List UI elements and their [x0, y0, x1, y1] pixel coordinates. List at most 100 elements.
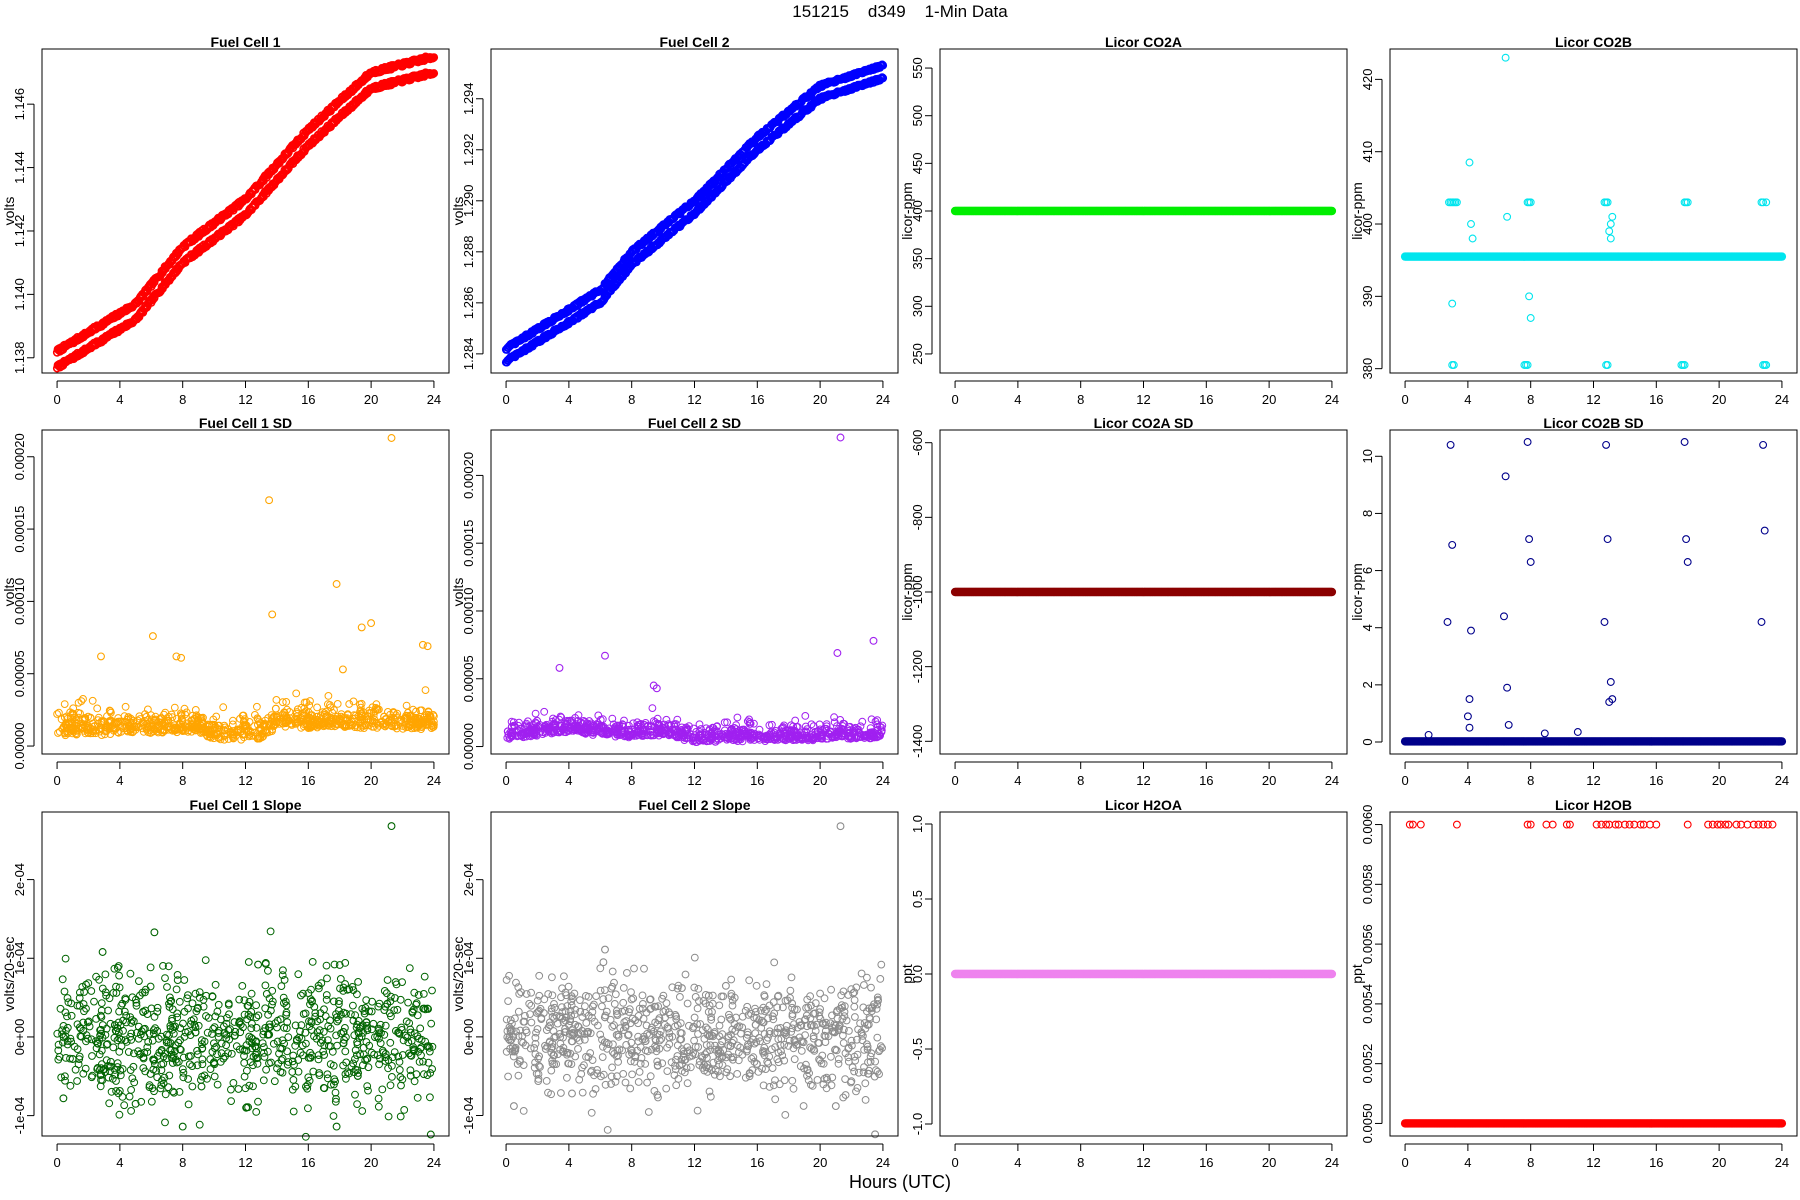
- data-point: [324, 692, 333, 700]
- y-tick-label: 1.290: [461, 185, 476, 218]
- data-point: [60, 700, 69, 708]
- plot-frame: [41, 48, 450, 374]
- x-tick-label: 20: [364, 392, 378, 407]
- x-tick-label: 8: [1077, 392, 1084, 407]
- x-tick-label: 8: [179, 392, 186, 407]
- x-tick-label: 8: [628, 773, 635, 788]
- x-tick-label: 8: [628, 392, 635, 407]
- data-point: [148, 632, 157, 641]
- data-point: [93, 704, 102, 713]
- data-point: [1468, 234, 1477, 243]
- data-point: [177, 653, 186, 662]
- data-point: [421, 686, 430, 694]
- data-point: [219, 703, 228, 712]
- y-tick-label: 450: [910, 153, 925, 175]
- x-tick-label: 4: [116, 773, 123, 788]
- data-point: [272, 696, 281, 704]
- data-point: [555, 663, 564, 672]
- data-point: [1605, 227, 1614, 236]
- data-point: [268, 610, 277, 619]
- data-point: [429, 53, 439, 62]
- panel-title: Licor CO2B: [1555, 34, 1632, 50]
- x-axis: 0 4 8 12 16 20 24: [502, 761, 890, 788]
- plot-frame: [1389, 48, 1798, 374]
- x-tick-label: 20: [813, 392, 827, 407]
- x-tick-label: 4: [565, 773, 572, 788]
- data-point: [172, 652, 181, 661]
- data-points: [950, 206, 1337, 216]
- x-tick-label: 20: [1712, 392, 1726, 407]
- x-tick-label: 0: [1401, 392, 1408, 407]
- data-point: [1501, 53, 1510, 62]
- y-tick-label: 0.00015: [12, 506, 27, 553]
- x-tick-label: 4: [565, 392, 572, 407]
- x-tick-label: 24: [876, 392, 890, 407]
- y-tick-label: 0.00010: [12, 578, 27, 625]
- data-point: [1525, 292, 1534, 301]
- data-point: [869, 636, 878, 645]
- x-tick-label: 12: [687, 392, 701, 407]
- data-point: [170, 703, 179, 712]
- x-axis: 0 4 8 12 16 20 24: [53, 761, 441, 788]
- x-axis: 0 4 8 12 16 20 24: [53, 380, 441, 407]
- x-tick-label: 8: [1527, 392, 1534, 407]
- y-tick-label: 390: [1360, 285, 1375, 307]
- data-point: [271, 704, 280, 713]
- data-point: [402, 701, 411, 710]
- y-tick-label: 0.00000: [461, 723, 476, 770]
- data-point: [833, 649, 842, 657]
- data-point: [313, 703, 322, 712]
- data-point: [733, 713, 742, 722]
- y-tick-label: 250: [910, 343, 925, 365]
- y-tick-label: 350: [910, 248, 925, 270]
- x-tick-label: 24: [1325, 392, 1339, 407]
- data-point: [648, 704, 657, 712]
- data-points: [52, 52, 439, 373]
- y-tick-label: 1.288: [461, 236, 476, 269]
- x-tick-label: 24: [876, 773, 890, 788]
- x-tick-label: 4: [1464, 392, 1471, 407]
- x-tick-label: 4: [116, 392, 123, 407]
- data-point: [429, 69, 439, 78]
- data-points: [950, 587, 1337, 597]
- data-point: [253, 702, 261, 711]
- data-point: [97, 652, 105, 661]
- x-tick-label: 0: [53, 392, 60, 407]
- data-point: [1465, 158, 1474, 167]
- x-tick-label: 8: [179, 773, 186, 788]
- x-tick-label: 24: [427, 392, 441, 407]
- y-tick-label: 0.00005: [12, 650, 27, 697]
- data-points: [1400, 53, 1787, 369]
- y-tick-label: 1.146: [12, 88, 27, 121]
- x-tick-label: 16: [301, 392, 315, 407]
- plot-frame: [41, 429, 450, 755]
- y-tick-label: 400: [910, 200, 925, 222]
- data-point: [387, 434, 396, 442]
- x-tick-label: 16: [1649, 392, 1663, 407]
- y-tick-label: 1.292: [461, 133, 476, 166]
- y-tick-label: 0.00005: [461, 655, 476, 702]
- data-point: [418, 640, 427, 649]
- x-axis: 0 4 8 12 16 20 24: [1401, 380, 1789, 407]
- y-tick-label: 0.00015: [461, 520, 476, 567]
- data-point: [601, 651, 609, 660]
- panel-title: Licor CO2A: [1105, 34, 1182, 50]
- data-point: [858, 717, 867, 726]
- data-point: [292, 689, 301, 698]
- y-tick-label: 1.294: [461, 82, 476, 115]
- data-point: [1448, 299, 1457, 308]
- data-points: [501, 60, 888, 367]
- data-points: [503, 433, 887, 746]
- panel-title: Fuel Cell 1 SD: [199, 415, 292, 431]
- x-tick-label: 20: [813, 773, 827, 788]
- x-tick-label: 0: [53, 773, 60, 788]
